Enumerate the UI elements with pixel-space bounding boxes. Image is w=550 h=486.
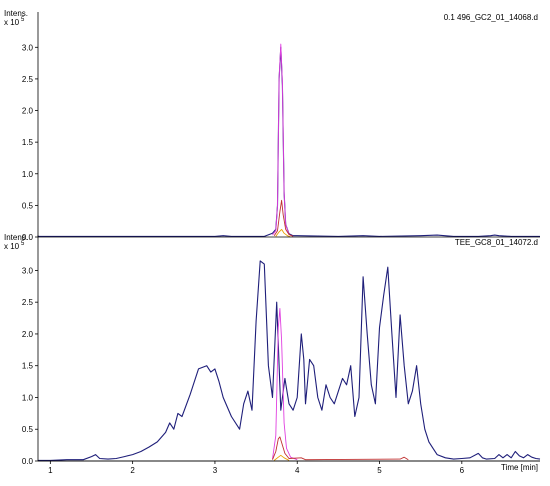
bottom-panel-ticks: 0.0 0.5 1.0 1.5 2.0 2.5 3.0 <box>22 266 38 466</box>
x-tick-label: 4 <box>295 466 300 475</box>
top-panel-y-label: Intens. <box>4 9 28 18</box>
bottom-panel-series-group <box>38 260 541 461</box>
series-line <box>272 436 409 461</box>
series-line <box>38 260 541 461</box>
y-tick-label: 1.0 <box>22 170 34 179</box>
y-tick-label: 2.5 <box>22 298 34 307</box>
series-line <box>275 228 291 238</box>
series-line <box>273 454 290 461</box>
y-tick-label: 3.0 <box>22 266 34 275</box>
series-line <box>272 43 294 237</box>
top-panel-series-group <box>38 43 540 238</box>
x-axis-ticks: 1 2 3 4 5 6 <box>48 461 465 475</box>
y-tick-label: 1.0 <box>22 393 34 402</box>
y-tick-label: 2.5 <box>22 75 34 84</box>
x-axis-title: Time [min] <box>501 463 538 472</box>
series-line <box>38 46 540 237</box>
y-tick-label: 1.5 <box>22 362 34 371</box>
y-tick-label: 0.0 <box>22 457 34 466</box>
bottom-panel-y-label: Intens. <box>4 233 28 242</box>
y-tick-label: 0.5 <box>22 201 34 210</box>
y-tick-label: 2.0 <box>22 107 34 116</box>
y-tick-label: 0.0 <box>22 233 34 242</box>
series-line <box>273 199 294 237</box>
bottom-panel-file-label: TEE_GC8_01_14072.d <box>455 238 538 247</box>
y-tick-label: 2.0 <box>22 330 34 339</box>
y-tick-label: 3.0 <box>22 43 34 52</box>
x-tick-label: 5 <box>377 466 382 475</box>
x-tick-label: 6 <box>460 466 465 475</box>
series-line <box>272 308 298 461</box>
top-panel-file-label: 0.1 496_GC2_01_14068.d <box>444 13 538 22</box>
bottom-panel-y-multiplier: x 10 <box>4 242 20 251</box>
y-tick-label: 0.5 <box>22 425 34 434</box>
x-tick-label: 1 <box>48 466 53 475</box>
x-tick-label: 2 <box>130 466 135 475</box>
x-tick-label: 3 <box>213 466 218 475</box>
top-panel-ticks: 0.0 0.5 1.0 1.5 2.0 2.5 3.0 <box>22 43 38 242</box>
bottom-panel-y-exponent: 5 <box>21 241 25 247</box>
top-panel-y-exponent: 5 <box>21 17 25 23</box>
top-panel-y-multiplier: x 10 <box>4 18 20 27</box>
bottom-panel: Intens. x 10 5 TEE_GC8_01_14072.d 0.0 0.5… <box>4 233 541 466</box>
x-axis: 1 2 3 4 5 6 Time [min] <box>38 460 540 475</box>
top-panel: Intens. x 10 5 0.1 496_GC2_01_14068.d 0.… <box>4 9 540 242</box>
y-tick-label: 1.5 <box>22 138 34 147</box>
